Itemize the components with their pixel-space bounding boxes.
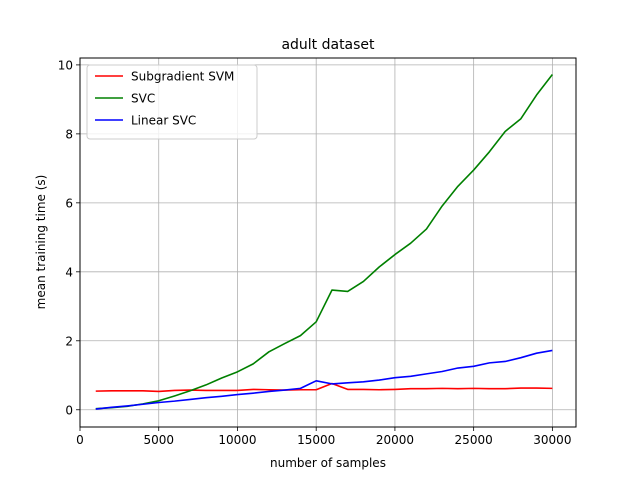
legend-label: SVC <box>131 92 155 106</box>
series-lines <box>95 74 554 410</box>
y-tick-label: 8 <box>65 127 73 141</box>
axis-ticks: 0 5000 10000 15000 20000 25000 30000 0 2 4 6 8 10 <box>58 58 572 447</box>
x-tick-label: 10000 <box>218 433 256 447</box>
chart-title: adult dataset <box>281 37 375 53</box>
legend: Subgradient SVM SVC Linear SVC <box>86 64 258 140</box>
series-line-svc <box>95 74 554 410</box>
y-axis-label: mean training time (s) <box>34 175 48 310</box>
series-line-subgradient-svm <box>95 382 553 393</box>
x-tick-label: 5000 <box>143 433 174 447</box>
y-tick-label: 2 <box>65 334 73 348</box>
x-tick-label: 15000 <box>297 433 335 447</box>
legend-label: Subgradient SVM <box>131 70 234 84</box>
legend-label: Linear SVC <box>131 114 196 128</box>
y-tick-label: 0 <box>65 403 73 417</box>
x-tick-label: 20000 <box>376 433 414 447</box>
y-tick-label: 6 <box>65 196 73 210</box>
x-tick-label: 25000 <box>455 433 493 447</box>
y-tick-label: 10 <box>58 58 73 72</box>
x-tick-label: 30000 <box>533 433 571 447</box>
y-tick-label: 4 <box>65 265 73 279</box>
plot-frame <box>79 57 577 428</box>
x-tick-label: 0 <box>76 433 84 447</box>
x-axis-label: number of samples <box>270 456 386 470</box>
series-line-linear-svc <box>95 349 553 410</box>
legend-box <box>86 64 258 140</box>
